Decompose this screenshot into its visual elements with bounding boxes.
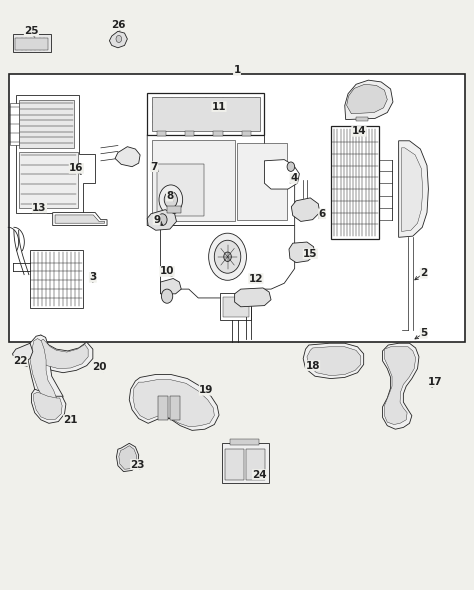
- Polygon shape: [34, 392, 62, 420]
- Text: 11: 11: [212, 101, 226, 112]
- Polygon shape: [133, 380, 214, 427]
- Polygon shape: [346, 84, 387, 114]
- Polygon shape: [31, 389, 66, 423]
- Polygon shape: [129, 375, 219, 430]
- Polygon shape: [119, 445, 137, 469]
- Bar: [237, 143, 287, 219]
- Polygon shape: [55, 215, 105, 223]
- Polygon shape: [12, 343, 33, 363]
- Text: 10: 10: [160, 267, 174, 277]
- Bar: [356, 117, 368, 122]
- Text: 13: 13: [32, 203, 47, 213]
- Polygon shape: [16, 95, 95, 212]
- Text: 16: 16: [69, 163, 83, 173]
- Polygon shape: [28, 335, 63, 408]
- Text: 5: 5: [420, 328, 427, 338]
- Bar: [147, 93, 264, 135]
- Text: 23: 23: [130, 460, 145, 470]
- Bar: [152, 97, 260, 131]
- Bar: [9, 74, 465, 342]
- Polygon shape: [401, 148, 423, 231]
- Text: 7: 7: [151, 162, 158, 172]
- Text: 17: 17: [428, 377, 443, 387]
- Polygon shape: [292, 198, 319, 221]
- Text: 6: 6: [319, 209, 326, 219]
- Bar: [157, 396, 168, 420]
- Text: 3: 3: [89, 273, 97, 283]
- Polygon shape: [303, 343, 364, 379]
- Bar: [12, 34, 51, 53]
- Text: 26: 26: [110, 21, 125, 31]
- Circle shape: [164, 191, 177, 208]
- Polygon shape: [264, 160, 300, 189]
- Polygon shape: [33, 339, 88, 369]
- Text: 2: 2: [420, 268, 427, 278]
- Bar: [230, 439, 259, 445]
- Bar: [156, 164, 204, 215]
- Polygon shape: [147, 135, 295, 225]
- Text: 8: 8: [166, 191, 173, 201]
- Polygon shape: [115, 147, 140, 167]
- Circle shape: [159, 185, 182, 214]
- Text: 18: 18: [305, 360, 320, 371]
- Bar: [222, 443, 269, 483]
- Bar: [185, 132, 194, 136]
- Text: 4: 4: [290, 173, 297, 183]
- Text: 1: 1: [233, 65, 241, 75]
- Bar: [18, 152, 78, 208]
- Circle shape: [214, 240, 241, 273]
- Polygon shape: [307, 347, 361, 376]
- Bar: [170, 396, 180, 420]
- Text: 12: 12: [249, 274, 263, 284]
- Bar: [167, 205, 181, 212]
- Polygon shape: [399, 141, 428, 237]
- Polygon shape: [160, 278, 181, 294]
- Bar: [225, 449, 244, 480]
- Circle shape: [209, 233, 246, 280]
- Polygon shape: [345, 80, 393, 120]
- Text: 22: 22: [13, 356, 28, 366]
- Bar: [242, 132, 251, 136]
- Circle shape: [224, 252, 231, 261]
- Bar: [213, 132, 223, 136]
- Bar: [156, 132, 166, 136]
- Circle shape: [157, 214, 167, 225]
- Polygon shape: [384, 347, 416, 424]
- Bar: [18, 100, 74, 148]
- Polygon shape: [117, 443, 139, 471]
- Polygon shape: [28, 335, 93, 373]
- Polygon shape: [160, 225, 295, 298]
- Polygon shape: [147, 209, 176, 230]
- Bar: [223, 297, 249, 317]
- Bar: [330, 126, 379, 239]
- Bar: [220, 293, 251, 320]
- Text: 24: 24: [252, 470, 267, 480]
- Bar: [15, 38, 48, 50]
- Text: 21: 21: [64, 415, 78, 425]
- Polygon shape: [383, 343, 419, 429]
- Circle shape: [116, 35, 122, 42]
- Text: 15: 15: [303, 249, 318, 259]
- Text: 25: 25: [24, 27, 39, 37]
- Bar: [10, 103, 18, 145]
- Text: 19: 19: [199, 385, 213, 395]
- Polygon shape: [53, 212, 107, 225]
- Text: 20: 20: [92, 362, 106, 372]
- Polygon shape: [30, 339, 56, 404]
- Bar: [30, 250, 83, 308]
- Polygon shape: [235, 288, 271, 307]
- Circle shape: [287, 162, 295, 171]
- Circle shape: [161, 289, 173, 303]
- Bar: [152, 140, 235, 221]
- Text: 14: 14: [352, 126, 366, 136]
- Polygon shape: [289, 242, 315, 263]
- Bar: [246, 449, 265, 480]
- Polygon shape: [109, 31, 128, 48]
- Text: 9: 9: [153, 215, 160, 225]
